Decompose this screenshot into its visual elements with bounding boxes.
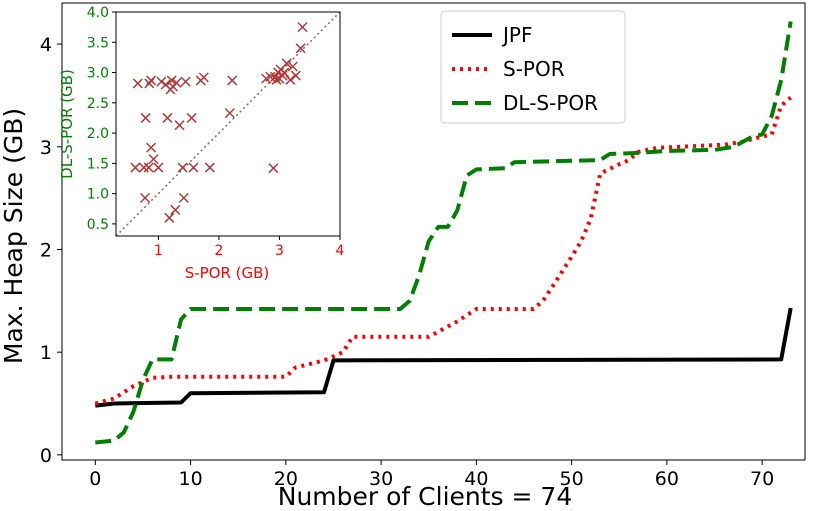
inset-scatter-point [285, 74, 296, 85]
inset-scatter-point [224, 108, 235, 119]
main-x-tick-label: 10 [179, 468, 203, 490]
inset-x-tick-label: 1 [154, 243, 163, 259]
main-y-tick-label: 2 [40, 239, 52, 261]
inset-scatter-point [279, 67, 290, 78]
inset-y-axis-label: DL-S-POR (GB) [58, 69, 76, 179]
inset-scatter-point [290, 70, 301, 81]
series-line-jpf [95, 307, 793, 408]
main-x-tick-label: 20 [274, 468, 298, 490]
series-line-dl-s-por [95, 21, 793, 445]
inset-scatter-plot: 1 2 3 4 0.5 1.0 1.5 2.0 2.5 3.0 3.5 4.0 [64, 4, 346, 284]
main-x-tick-label: 70 [750, 468, 774, 490]
inset-scatter-point [148, 154, 159, 165]
inset-x-axis-label: S-POR (GB) [185, 264, 270, 282]
main-x-tick-label: 30 [369, 468, 393, 490]
inset-scatter-point [186, 112, 197, 123]
inset-scatter-point [281, 58, 292, 69]
inset-scatter-point [268, 163, 279, 174]
inset-scatter-point [164, 212, 175, 223]
inset-scatter-point [138, 162, 149, 173]
main-x-axis-label: Number of Clients = 74 [278, 482, 572, 511]
inset-scatter-point [140, 192, 151, 203]
legend-label-dl-s-por: DL-S-POR [503, 91, 598, 115]
inset-y-tick-label: 2.0 [87, 126, 109, 142]
main-plot-frame [61, 2, 806, 461]
main-x-tick-label: 40 [464, 468, 488, 490]
main-x-tick-label: 60 [655, 468, 679, 490]
main-axes: 0 10 20 30 40 50 60 70 0 1 2 3 4 [40, 2, 806, 490]
main-x-tick-label: 50 [560, 468, 584, 490]
inset-scatter-point [156, 76, 167, 87]
main-y-axis-label: Max. Heap Size (GB) [0, 108, 28, 364]
inset-scatter-point [295, 43, 306, 54]
main-y-tick-label: 3 [40, 137, 52, 159]
inset-scatter-point [166, 75, 177, 86]
inset-plot-frame [115, 11, 341, 237]
main-y-tick-label: 0 [40, 445, 52, 467]
inset-x-tick-label: 4 [336, 243, 345, 259]
inset-y-tick-label: 1.0 [87, 187, 109, 203]
inset-scatter-point [146, 142, 157, 153]
inset-x-tick-label: 3 [275, 243, 284, 259]
inset-scatter-point [170, 204, 181, 215]
legend-label-jpf: JPF [501, 23, 532, 47]
inset-scatter-point [271, 74, 282, 85]
inset-y-tick-label: 0.5 [87, 217, 109, 233]
inset-scatter-point [297, 22, 308, 33]
inset-y-tick-label: 3.0 [87, 66, 109, 82]
inset-scatter-point [144, 78, 155, 89]
inset-y-tick-label: 3.5 [87, 35, 109, 51]
inset-scatter-point [277, 70, 288, 81]
legend: JPF S-POR DL-S-POR [440, 10, 626, 124]
main-series-group [94, 21, 793, 445]
inset-scatter-point [287, 61, 298, 72]
inset-scatter-point [265, 71, 276, 82]
main-y-tick-label: 1 [40, 342, 52, 364]
inset-scatter-point [188, 162, 199, 173]
inset-scatter-point [178, 192, 189, 203]
inset-scatter-point [162, 112, 173, 123]
inset-scatter-point [140, 112, 151, 123]
inset-scatter-point [204, 162, 215, 173]
inset-scatter-point [146, 75, 157, 86]
inset-scatter-point [174, 120, 185, 131]
legend-box [440, 10, 626, 124]
inset-scatter-point [227, 75, 238, 86]
inset-scatter-point [180, 76, 191, 87]
legend-label-s-por: S-POR [503, 57, 565, 81]
main-y-tick-label: 4 [40, 34, 52, 56]
inset-y-tick-label: 4.0 [87, 5, 109, 21]
inset-scatter-point [130, 162, 141, 173]
inset-scatter-point [143, 162, 154, 173]
inset-scatter-point [153, 162, 164, 173]
main-x-tick-label: 0 [89, 468, 101, 490]
inset-x-tick-label: 2 [214, 243, 223, 259]
inset-y-tick-label: 2.5 [87, 96, 109, 112]
inset-scatter-point [171, 77, 182, 88]
inset-scatter-point [198, 72, 209, 83]
inset-scatter-point [132, 78, 143, 89]
inset-scatter-point [177, 162, 188, 173]
inset-y-tick-label: 1.5 [87, 156, 109, 172]
